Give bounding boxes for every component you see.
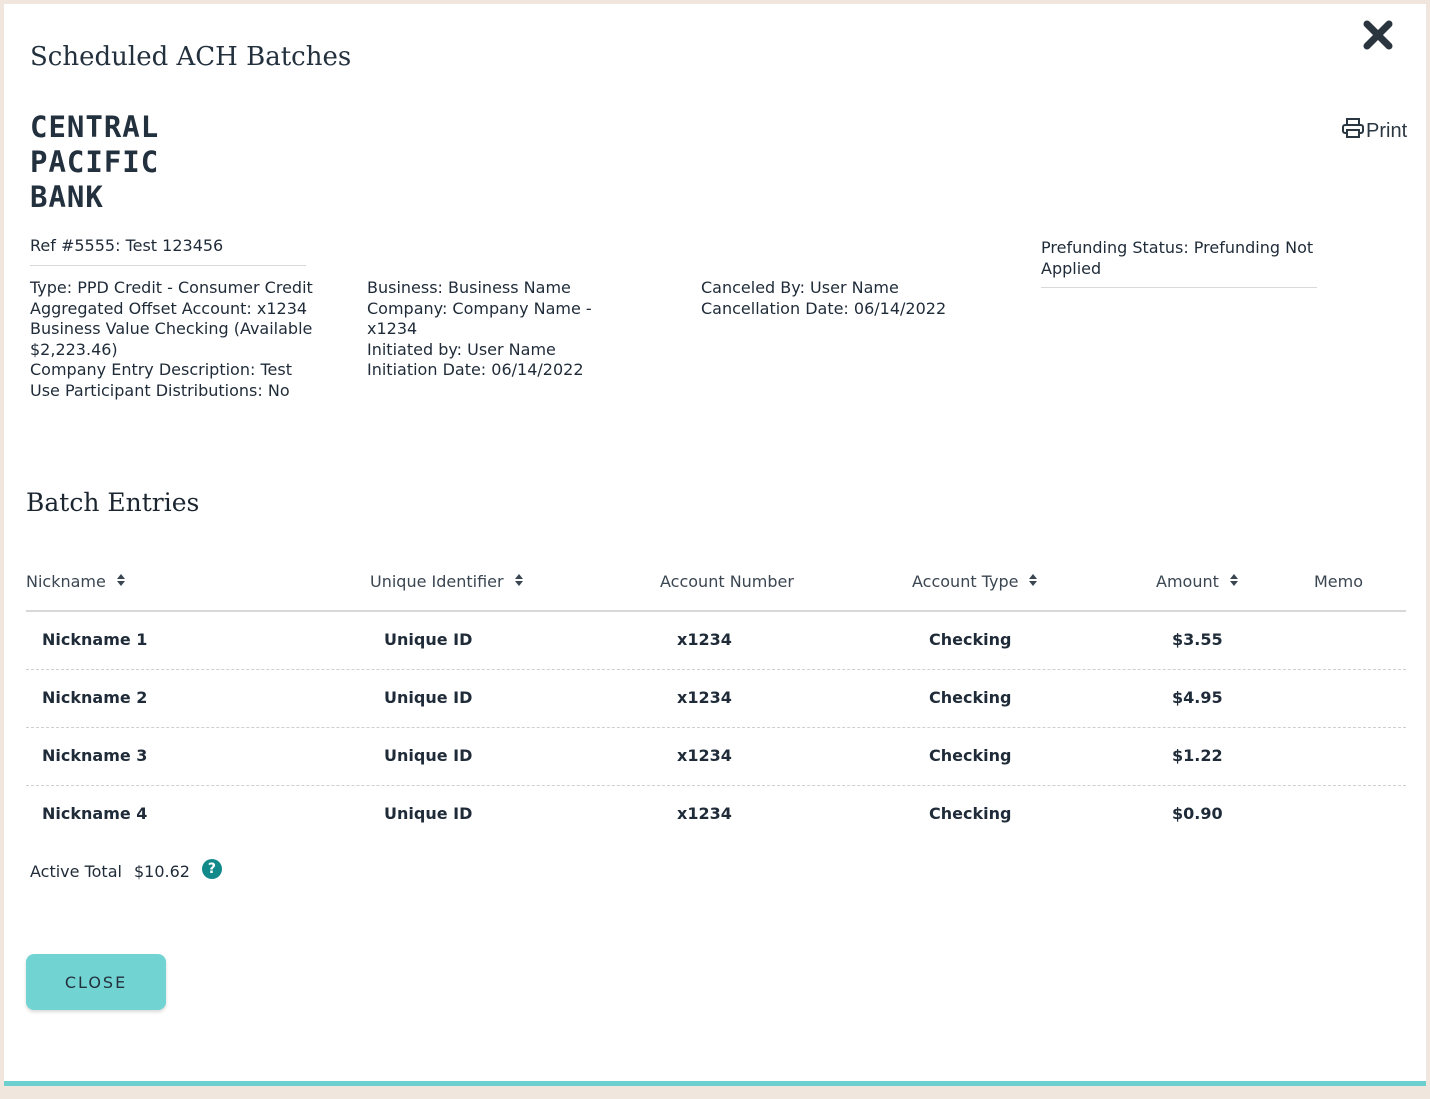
company-name: Company: Company Name - x1234 xyxy=(367,298,592,339)
table-row: Nickname 1 Unique ID x1234 Checking $3.5… xyxy=(26,612,1406,670)
header-label: Nickname xyxy=(26,572,106,591)
table-row: Nickname 3 Unique ID x1234 Checking $1.2… xyxy=(26,728,1406,786)
column-header-unique-identifier[interactable]: Unique Identifier xyxy=(370,572,524,591)
logo-line: PACIFIC xyxy=(30,145,160,179)
canceled-by: Canceled By: User Name xyxy=(701,278,899,297)
table-row: Nickname 4 Unique ID x1234 Checking $0.9… xyxy=(26,786,1406,843)
cell-account-number: x1234 xyxy=(677,630,732,649)
sort-icon[interactable] xyxy=(514,572,524,591)
cell-account-number: x1234 xyxy=(677,688,732,707)
sort-icon[interactable] xyxy=(116,572,126,591)
print-label: Print xyxy=(1366,119,1408,142)
printer-icon xyxy=(1342,118,1364,144)
entry-description: Company Entry Description: Test xyxy=(30,360,292,380)
cell-nickname: Nickname 3 xyxy=(42,746,148,765)
header-label: Unique Identifier xyxy=(370,572,504,591)
cell-amount: $3.55 xyxy=(1172,630,1223,649)
batch-type: Type: PPD Credit - Consumer Credit xyxy=(30,278,313,297)
cell-nickname: Nickname 1 xyxy=(42,630,148,649)
batch-entries-title: Batch Entries xyxy=(26,488,200,517)
initiation-date: Initiation Date: 06/14/2022 xyxy=(367,360,584,380)
batch-reference: Ref #5555: Test 123456 xyxy=(30,236,306,266)
help-icon[interactable]: ? xyxy=(201,858,222,879)
batch-entries-table: Nickname Unique Identifier Account Numbe… xyxy=(26,560,1406,843)
table-header: Nickname Unique Identifier Account Numbe… xyxy=(26,560,1406,612)
cell-unique-id: Unique ID xyxy=(384,746,473,765)
batch-details-column-3: Canceled By: User Name Cancellation Date… xyxy=(701,278,1021,319)
participant-distributions: Use Participant Distributions: No xyxy=(30,380,290,400)
cell-unique-id: Unique ID xyxy=(384,688,473,707)
modal-title: Scheduled ACH Batches xyxy=(30,42,352,72)
cell-account-type: Checking xyxy=(929,746,1012,765)
cell-account-type: Checking xyxy=(929,688,1012,707)
header-label: Account Number xyxy=(660,572,794,591)
cancellation-date: Cancellation Date: 06/14/2022 xyxy=(701,298,947,318)
column-header-account-number: Account Number xyxy=(660,572,794,591)
scheduled-ach-batches-modal: Scheduled ACH Batches Print CENTRAL PACI… xyxy=(4,4,1426,1086)
business-name: Business: Business Name xyxy=(367,278,571,297)
column-header-nickname[interactable]: Nickname xyxy=(26,572,126,591)
sort-icon[interactable] xyxy=(1028,572,1038,591)
active-total: Active Total $10.62 ? xyxy=(30,858,222,881)
cell-amount: $1.22 xyxy=(1172,746,1223,765)
batch-details-column-2: Business: Business Name Company: Company… xyxy=(367,278,617,381)
logo-line: BANK xyxy=(30,180,104,214)
header-label: Amount xyxy=(1156,572,1219,591)
print-button[interactable]: Print xyxy=(1342,118,1407,144)
cell-account-type: Checking xyxy=(929,630,1012,649)
bank-logo: CENTRAL PACIFIC BANK xyxy=(30,110,159,215)
column-header-memo: Memo xyxy=(1314,572,1363,591)
cell-account-type: Checking xyxy=(929,804,1012,823)
cell-account-number: x1234 xyxy=(677,746,732,765)
initiated-by: Initiated by: User Name xyxy=(367,339,556,359)
cell-amount: $0.90 xyxy=(1172,804,1223,823)
sort-icon[interactable] xyxy=(1229,572,1239,591)
logo-line: CENTRAL xyxy=(30,110,160,144)
active-total-label: Active Total xyxy=(30,862,122,881)
close-button[interactable]: CLOSE xyxy=(26,954,166,1010)
cell-account-number: x1234 xyxy=(677,804,732,823)
column-header-account-type[interactable]: Account Type xyxy=(912,572,1038,591)
cell-unique-id: Unique ID xyxy=(384,804,473,823)
offset-account: Aggregated Offset Account: x1234 Busines… xyxy=(30,298,313,359)
prefunding-status: Prefunding Status: Prefunding Not Applie… xyxy=(1041,238,1317,289)
header-label: Memo xyxy=(1314,572,1364,591)
table-row: Nickname 2 Unique ID x1234 Checking $4.9… xyxy=(26,670,1406,728)
column-header-amount[interactable]: Amount xyxy=(1156,572,1239,591)
batch-details-column-1: Type: PPD Credit - Consumer Credit Aggre… xyxy=(30,278,330,402)
close-icon[interactable] xyxy=(1361,18,1395,52)
cell-amount: $4.95 xyxy=(1172,688,1223,707)
cell-unique-id: Unique ID xyxy=(384,630,473,649)
cell-nickname: Nickname 4 xyxy=(42,804,148,823)
cell-nickname: Nickname 2 xyxy=(42,688,148,707)
active-total-value: $10.62 xyxy=(133,862,190,881)
header-label: Account Type xyxy=(912,572,1019,591)
